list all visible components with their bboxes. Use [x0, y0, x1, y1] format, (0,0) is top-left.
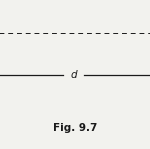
- Text: Fig. 9.7: Fig. 9.7: [53, 123, 97, 133]
- Text: d: d: [70, 69, 77, 80]
